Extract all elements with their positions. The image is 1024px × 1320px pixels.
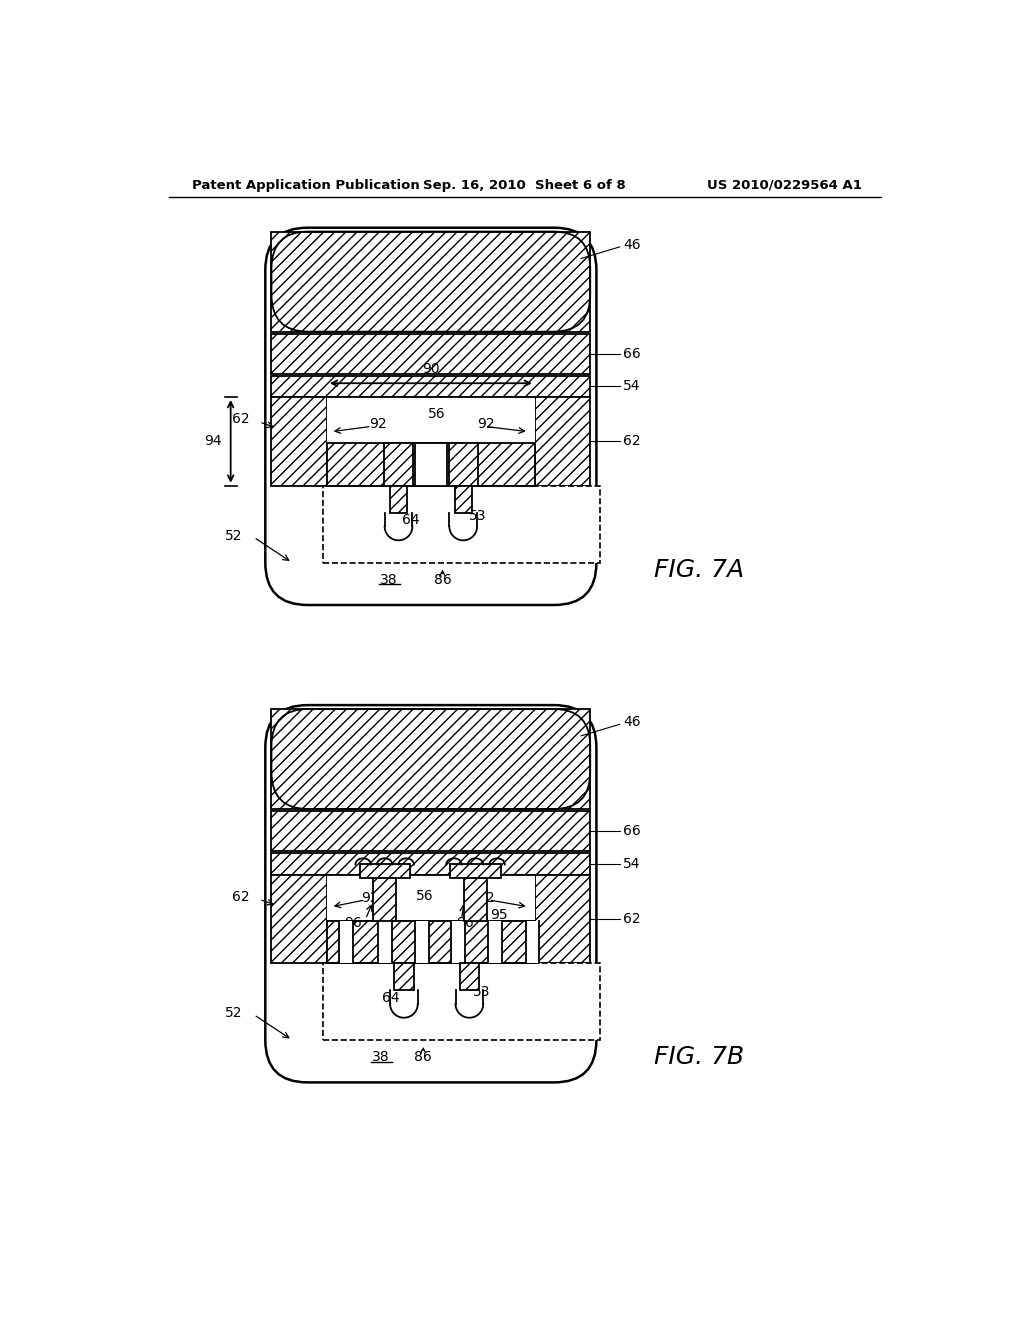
Bar [339,921,353,964]
Text: 62: 62 [624,912,641,925]
Bar [327,397,535,486]
Bar [535,875,590,964]
Text: 56: 56 [428,407,445,421]
Bar [323,486,600,562]
Bar [359,865,410,878]
Bar [327,921,535,964]
Bar [455,486,472,512]
Bar [327,444,535,486]
FancyBboxPatch shape [265,227,596,605]
Bar [394,964,414,990]
Bar [464,878,487,921]
Text: 86: 86 [433,573,452,586]
Bar [451,921,465,964]
Bar [271,376,590,397]
Bar [378,921,391,964]
Text: 95: 95 [490,908,508,921]
Bar [384,444,413,486]
Bar [271,875,327,964]
Text: 94: 94 [204,434,221,449]
Text: 92: 92 [370,417,387,432]
Bar [373,878,396,921]
Text: 52: 52 [224,1006,243,1020]
Text: 53: 53 [473,985,490,999]
Bar [415,444,447,486]
Bar [535,397,590,486]
Text: FIG. 7A: FIG. 7A [654,558,744,582]
Text: 96: 96 [457,916,474,931]
Text: 64: 64 [402,513,420,527]
Bar [271,397,327,486]
Bar [327,921,535,964]
FancyBboxPatch shape [265,705,596,1082]
Bar [271,853,590,875]
Bar [271,812,590,851]
Bar [487,921,502,964]
Text: 38: 38 [380,573,397,586]
Text: 54: 54 [624,379,641,393]
Bar [271,709,590,809]
Text: 56: 56 [416,890,433,903]
Text: 95: 95 [392,455,410,470]
Text: 54: 54 [624,857,641,871]
Text: FIG. 7B: FIG. 7B [654,1044,744,1069]
Text: 92: 92 [361,891,379,904]
Bar [449,444,478,486]
Text: 38: 38 [372,1049,389,1064]
Bar [451,865,501,878]
Bar [271,231,590,331]
Text: Patent Application Publication: Patent Application Publication [193,178,420,191]
Text: 66: 66 [624,825,641,838]
Text: 92: 92 [477,417,495,432]
Text: 90: 90 [422,362,439,376]
Bar [271,334,590,374]
Text: 66: 66 [624,347,641,360]
Text: 62: 62 [232,890,250,904]
Bar [460,964,479,990]
Text: 92: 92 [477,891,495,904]
Bar [525,921,540,964]
Text: Sep. 16, 2010  Sheet 6 of 8: Sep. 16, 2010 Sheet 6 of 8 [424,178,626,191]
Text: 62: 62 [624,434,641,449]
Bar [390,486,407,512]
Bar [323,964,600,1040]
Text: 46: 46 [624,238,641,252]
Text: 53: 53 [469,510,486,524]
Text: 64: 64 [382,991,400,1005]
Text: 62: 62 [232,412,250,426]
Text: 52: 52 [224,529,243,543]
Text: 86: 86 [415,1049,432,1064]
Bar [415,921,429,964]
Text: 96: 96 [344,916,361,931]
Bar [327,875,535,964]
Text: 46: 46 [624,715,641,729]
Text: US 2010/0229564 A1: US 2010/0229564 A1 [708,178,862,191]
